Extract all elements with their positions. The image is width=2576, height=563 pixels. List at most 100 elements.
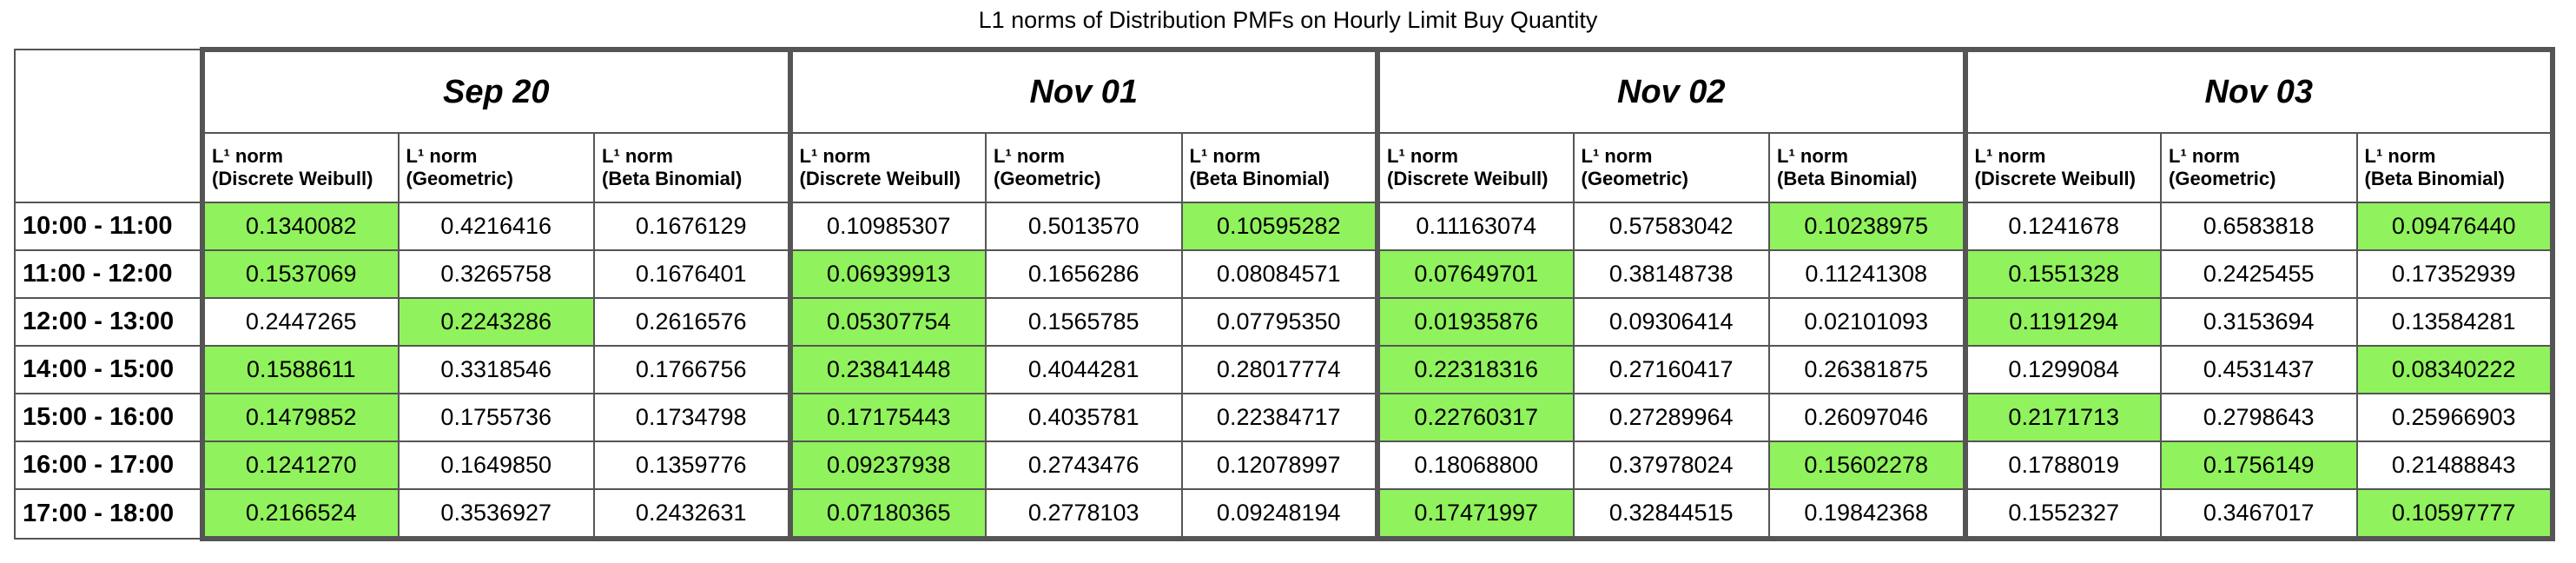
table-row: 14:00 - 15:00 0.1588611 0.3318546 0.1766756… <box>14 345 2555 394</box>
subheader-line2: (Beta Binomial) <box>602 168 743 189</box>
table-row: 10:00 - 11:00 0.1340082 0.4216416 0.1676129… <box>14 202 2555 251</box>
value-cell: 0.06939913 <box>787 249 987 299</box>
subheader-line1: L¹ norm <box>1777 145 1848 167</box>
value-cell: 0.09237938 <box>787 440 987 490</box>
date-header: Sep 20 <box>200 47 793 134</box>
table-row: 15:00 - 16:00 0.1479852 0.1755736 0.1734798… <box>14 393 2555 442</box>
value-cell: 0.3265758 <box>397 249 595 299</box>
row-label: 15:00 - 16:00 <box>14 393 203 442</box>
subheader-cell: L¹ norm (Beta Binomial) <box>1768 132 1968 203</box>
subheader-line1: L¹ norm <box>1387 145 1458 167</box>
value-cell: 0.09248194 <box>1180 488 1380 541</box>
subheader-line2: (Discrete Weibull) <box>1387 168 1549 189</box>
value-cell: 0.1766756 <box>593 345 793 394</box>
value-cell: 0.4035781 <box>985 393 1183 442</box>
subheader-cell: L¹ norm (Geometric) <box>397 132 595 203</box>
table-row: 16:00 - 17:00 0.1241270 0.1649850 0.1359776… <box>14 440 2555 490</box>
value-cell: 0.05307754 <box>787 297 987 347</box>
value-cell: 0.2166524 <box>200 488 400 541</box>
value-cell: 0.3536927 <box>397 488 595 541</box>
subheader-line1: L¹ norm <box>406 145 478 167</box>
value-cell: 0.2798643 <box>2160 393 2358 442</box>
value-cell: 0.01935876 <box>1375 297 1575 347</box>
date-header-row: Sep 20 Nov 01 Nov 02 Nov 03 <box>14 47 2555 203</box>
subheader-line1: L¹ norm <box>994 145 1065 167</box>
value-cell: 0.1676401 <box>593 249 793 299</box>
value-cell: 0.11241308 <box>1768 249 1968 299</box>
value-cell: 0.1191294 <box>1962 297 2162 347</box>
subheader-line1: L¹ norm <box>1974 145 2046 167</box>
norms-table: Sep 20 Nov 01 Nov 02 Nov 03 L¹ norm (Discret… <box>14 47 2555 541</box>
value-cell: 0.25966903 <box>2355 393 2555 442</box>
value-cell: 0.22760317 <box>1375 393 1575 442</box>
value-cell: 0.22384717 <box>1180 393 1380 442</box>
value-cell: 0.2616576 <box>593 297 793 347</box>
value-cell: 0.4216416 <box>397 202 595 251</box>
table-row: 11:00 - 12:00 0.1537069 0.3265758 0.1676401… <box>14 249 2555 299</box>
value-cell: 0.1537069 <box>200 249 400 299</box>
value-cell: 0.07795350 <box>1180 297 1380 347</box>
value-cell: 0.17175443 <box>787 393 987 442</box>
value-cell: 0.1656286 <box>985 249 1183 299</box>
value-cell: 0.1676129 <box>593 202 793 251</box>
date-header: Nov 01 <box>787 47 1380 134</box>
subheader-line1: L¹ norm <box>1189 145 1261 167</box>
value-cell: 0.07180365 <box>787 488 987 541</box>
value-cell: 0.23841448 <box>787 345 987 394</box>
value-cell: 0.2243286 <box>397 297 595 347</box>
subheader-line1: L¹ norm <box>1581 145 1653 167</box>
value-cell: 0.1788019 <box>1962 440 2162 490</box>
subheader-line2: (Geometric) <box>406 168 513 189</box>
value-cell: 0.6583818 <box>2160 202 2358 251</box>
subheader-line2: (Geometric) <box>2169 168 2276 189</box>
subheader-line2: (Discrete Weibull) <box>1974 168 2136 189</box>
value-cell: 0.4044281 <box>985 345 1183 394</box>
subheader-cell: L¹ norm (Discrete Weibull) <box>787 132 987 203</box>
value-cell: 0.10238975 <box>1768 202 1968 251</box>
value-cell: 0.17471997 <box>1375 488 1575 541</box>
value-cell: 0.3153694 <box>2160 297 2358 347</box>
value-cell: 0.13584281 <box>2355 297 2555 347</box>
chart-title: L1 norms of Distribution PMFs on Hourly … <box>978 7 1598 33</box>
subheader-line1: L¹ norm <box>602 145 673 167</box>
value-cell: 0.18068800 <box>1375 440 1575 490</box>
value-cell: 0.09476440 <box>2355 202 2555 251</box>
subheader-cell: L¹ norm (Beta Binomial) <box>593 132 793 203</box>
value-cell: 0.21488843 <box>2355 440 2555 490</box>
value-cell: 0.4531437 <box>2160 345 2358 394</box>
value-cell: 0.1588611 <box>200 345 400 394</box>
subheader-cell: L¹ norm (Discrete Weibull) <box>200 132 400 203</box>
value-cell: 0.3318546 <box>397 345 595 394</box>
value-cell: 0.19842368 <box>1768 488 1968 541</box>
value-cell: 0.10985307 <box>787 202 987 251</box>
value-cell: 0.38148738 <box>1572 249 1770 299</box>
corner-cell <box>14 49 203 203</box>
row-label: 12:00 - 13:00 <box>14 297 203 347</box>
value-cell: 0.57583042 <box>1572 202 1770 251</box>
value-cell: 0.37978024 <box>1572 440 1770 490</box>
value-cell: 0.08084571 <box>1180 249 1380 299</box>
row-label: 10:00 - 11:00 <box>14 202 203 251</box>
value-cell: 0.09306414 <box>1572 297 1770 347</box>
value-cell: 0.27289964 <box>1572 393 1770 442</box>
value-cell: 0.2432631 <box>593 488 793 541</box>
subheader-cell: L¹ norm (Discrete Weibull) <box>1375 132 1575 203</box>
value-cell: 0.28017774 <box>1180 345 1380 394</box>
value-cell: 0.1565785 <box>985 297 1183 347</box>
value-cell: 0.1340082 <box>200 202 400 251</box>
value-cell: 0.1755736 <box>397 393 595 442</box>
value-cell: 0.26381875 <box>1768 345 1968 394</box>
table-row: 17:00 - 18:00 0.2166524 0.3536927 0.2432631… <box>14 488 2555 541</box>
date-header: Nov 02 <box>1375 47 1968 134</box>
subheader-line2: (Geometric) <box>994 168 1101 189</box>
value-cell: 0.10595282 <box>1180 202 1380 251</box>
value-cell: 0.12078997 <box>1180 440 1380 490</box>
subheader-line2: (Beta Binomial) <box>1777 168 1918 189</box>
table-row: 12:00 - 13:00 0.2447265 0.2243286 0.2616576… <box>14 297 2555 347</box>
value-cell: 0.1359776 <box>593 440 793 490</box>
value-cell: 0.17352939 <box>2355 249 2555 299</box>
subheader-line2: (Geometric) <box>1581 168 1688 189</box>
subheader-cell: L¹ norm (Discrete Weibull) <box>1962 132 2162 203</box>
subheader-cell: L¹ norm (Geometric) <box>2160 132 2358 203</box>
value-cell: 0.2171713 <box>1962 393 2162 442</box>
